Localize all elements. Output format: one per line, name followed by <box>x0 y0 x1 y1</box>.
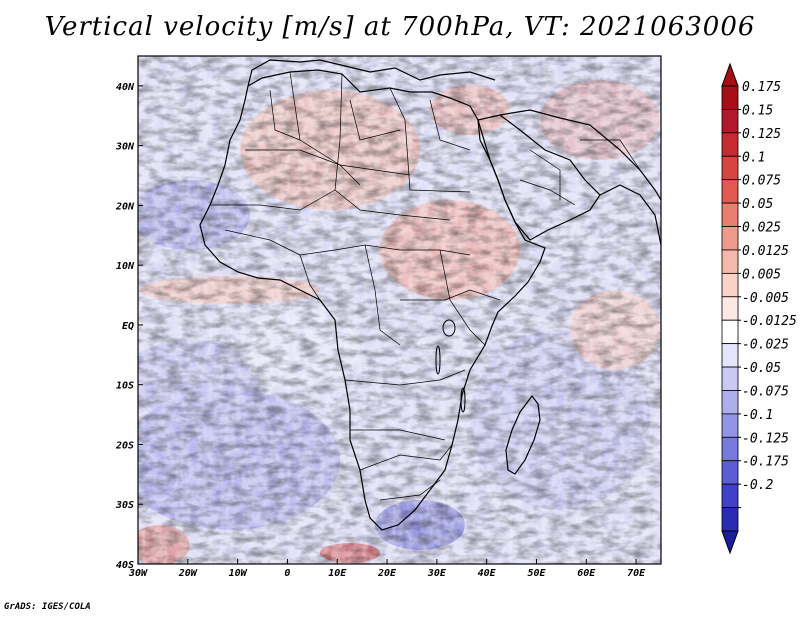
lat-tick-label: 40S <box>116 560 134 571</box>
colorbar-swatch <box>721 272 739 298</box>
colorbar-label: -0.05 <box>742 361 781 376</box>
lat-tick-label: EQ <box>122 321 134 332</box>
colorbar-label: 0.1 <box>742 150 765 165</box>
colorbar-swatch <box>721 343 739 368</box>
lat-tick-label: 20S <box>115 440 134 451</box>
velocity-field <box>138 56 661 564</box>
plot-frame <box>137 55 662 565</box>
colorbar-label: -0.075 <box>742 384 789 399</box>
lon-tick-label: 70E <box>627 568 646 579</box>
colorbar-swatch <box>721 226 739 251</box>
colorbar-swatch <box>721 202 739 227</box>
map-title: Vertical velocity [m/s] at 700hPa, VT: 2… <box>44 12 756 42</box>
madagascar-coastline <box>505 395 541 475</box>
colorbar-label: -0.125 <box>742 431 789 446</box>
colorbar-label: 0.05 <box>742 197 773 212</box>
lon-tick-label: 10W <box>229 568 248 579</box>
colorbar-swatch <box>721 249 739 274</box>
lon-axis: 30W 20W 10W 0 10E 20E 30E 40E 50E 60E 70E <box>128 559 646 579</box>
asia-coastline <box>499 109 661 201</box>
lon-tick-label: 40E <box>478 568 497 579</box>
lat-tick-label: 30S <box>115 500 134 511</box>
lat-tick-label: 30N <box>115 142 135 153</box>
lon-tick-label: 10E <box>328 568 347 579</box>
colorbar-top-arrow <box>721 62 739 87</box>
colorbar-swatch <box>721 413 739 438</box>
lat-tick-label: 10S <box>116 381 134 392</box>
lon-tick-label: 30E <box>427 568 447 579</box>
colorbar-swatch <box>721 179 739 204</box>
colorbar-swatch <box>721 436 739 462</box>
lon-tick-label: 0 <box>284 568 290 579</box>
colorbar-label: -0.2 <box>742 478 773 493</box>
colorbar: 0.175 0.15 0.125 0.1 0.075 0.05 0.025 0.0125 0.0… <box>721 62 797 555</box>
colorbar-swatch <box>721 483 739 508</box>
colorbar-swatch <box>721 366 739 391</box>
colorbar-swatch <box>721 460 739 485</box>
lat-tick-label: 20N <box>115 201 135 212</box>
lon-tick-label: 30W <box>128 568 148 579</box>
lakes <box>435 319 466 413</box>
colorbar-swatch <box>721 296 739 321</box>
colorbar-label: -0.175 <box>742 455 789 470</box>
lat-tick-label: 10N <box>116 261 135 272</box>
colorbar-label: 0.0125 <box>742 244 789 259</box>
colorbar-label: 0.175 <box>742 80 781 95</box>
colorbar-swatch <box>721 109 739 134</box>
lon-tick-label: 20W <box>178 568 198 579</box>
lat-tick-label: 40N <box>116 82 135 93</box>
colorbar-bottom-arrow <box>721 530 739 555</box>
colorbar-label: -0.005 <box>742 291 789 306</box>
colorbar-label: -0.1 <box>742 408 773 423</box>
europe-coastline <box>247 59 496 87</box>
arabia-coastline <box>477 114 601 241</box>
colorbar-swatch <box>721 319 739 345</box>
lon-tick-label: 60E <box>577 568 596 579</box>
colorbar-label: 0.15 <box>742 103 773 118</box>
colorbar-label: 0.025 <box>742 221 781 236</box>
country-borders <box>210 71 641 501</box>
colorbar-swatch <box>721 132 739 157</box>
colorbar-swatch <box>721 507 739 532</box>
colorbar-swatch <box>721 155 739 181</box>
lat-axis: 40N 30N 20N 10N EQ 10S 20S 30S 40S <box>115 82 143 571</box>
lon-tick-label: 20E <box>377 568 397 579</box>
colorbar-label: 0.005 <box>742 267 781 282</box>
lon-tick-label: 50E <box>527 568 546 579</box>
grads-credit: GrADS: IGES/COLA <box>4 602 91 612</box>
colorbar-label: -0.025 <box>742 338 789 353</box>
colorbar-label: 0.125 <box>742 127 781 142</box>
colorbar-label: -0.0125 <box>742 314 797 329</box>
colorbar-swatch <box>721 85 739 110</box>
colorbar-label: 0.075 <box>742 174 781 189</box>
colorbar-swatch <box>721 390 739 415</box>
